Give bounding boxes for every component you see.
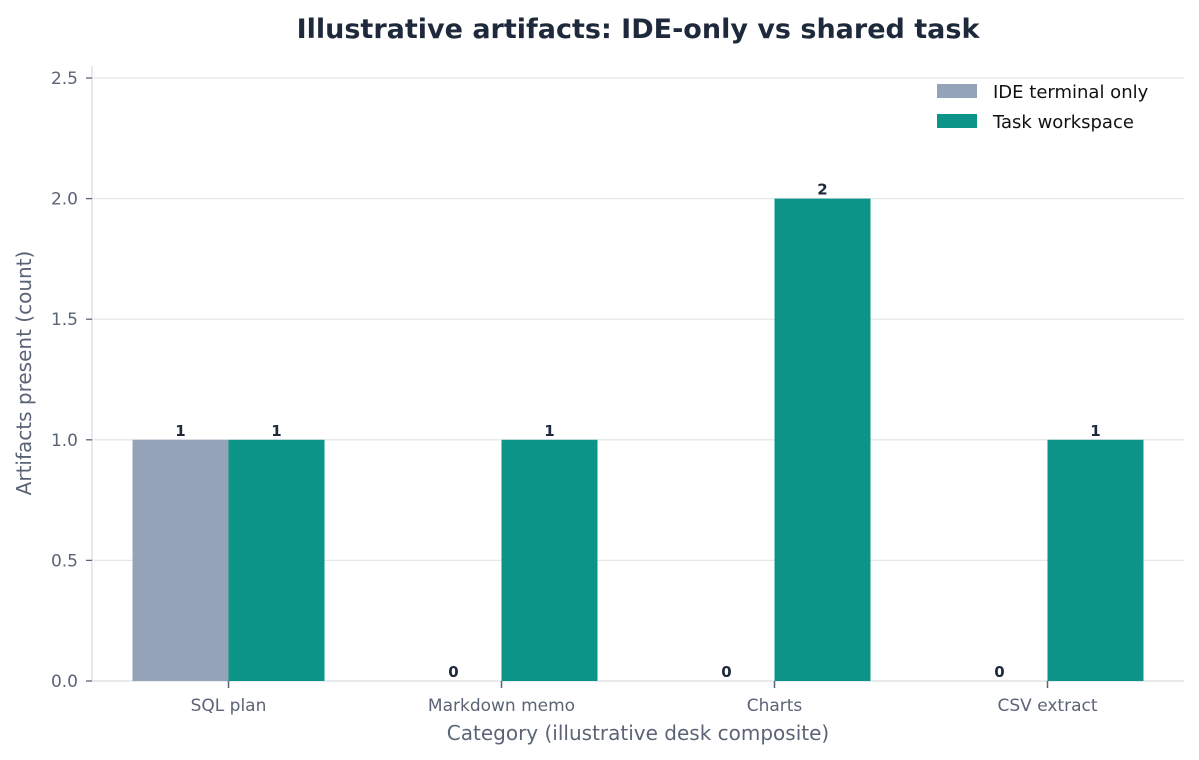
x-tick-label: Markdown memo: [428, 696, 575, 716]
legend-swatch: [937, 114, 977, 128]
bar-task-workspace: [1047, 439, 1144, 681]
data-label: 2: [817, 181, 827, 199]
data-labels: 1 1 0 1 0 2 0 1: [175, 181, 1100, 681]
y-tick-label: 0.5: [51, 551, 78, 571]
data-label: 1: [271, 422, 281, 440]
x-axis-ticks: SQL plan Markdown memo Charts CSV extract: [191, 681, 1098, 716]
x-tick-label: CSV extract: [998, 696, 1098, 716]
x-axis-label: Category (illustrative desk composite): [447, 721, 829, 745]
data-label: 1: [1090, 422, 1100, 440]
legend: IDE terminal only Task workspace: [937, 82, 1149, 133]
x-tick-label: Charts: [747, 696, 803, 716]
y-tick-label: 0.0: [51, 672, 78, 692]
data-label: 1: [544, 422, 554, 440]
bar-ide-terminal: [132, 439, 229, 681]
bar-task-workspace: [774, 198, 871, 681]
data-label: 0: [994, 663, 1004, 681]
legend-label: Task workspace: [992, 112, 1134, 133]
y-tick-label: 2.5: [51, 69, 78, 89]
data-label: 0: [721, 663, 731, 681]
bars: [132, 198, 1144, 681]
chart-title: Illustrative artifacts: IDE-only vs shar…: [297, 14, 981, 45]
y-axis-label: Artifacts present (count): [12, 251, 36, 496]
bar-task-workspace: [228, 439, 325, 681]
bar-task-workspace: [501, 439, 598, 681]
legend-label: IDE terminal only: [993, 82, 1149, 103]
legend-swatch: [937, 84, 977, 98]
data-label: 1: [175, 422, 185, 440]
y-tick-label: 2.0: [51, 190, 78, 210]
y-tick-label: 1.0: [51, 431, 78, 451]
y-tick-label: 1.5: [51, 310, 78, 330]
x-tick-label: SQL plan: [191, 696, 267, 716]
data-label: 0: [448, 663, 458, 681]
y-axis-ticks: 0.0 0.5 1.0 1.5 2.0 2.5: [51, 69, 92, 692]
